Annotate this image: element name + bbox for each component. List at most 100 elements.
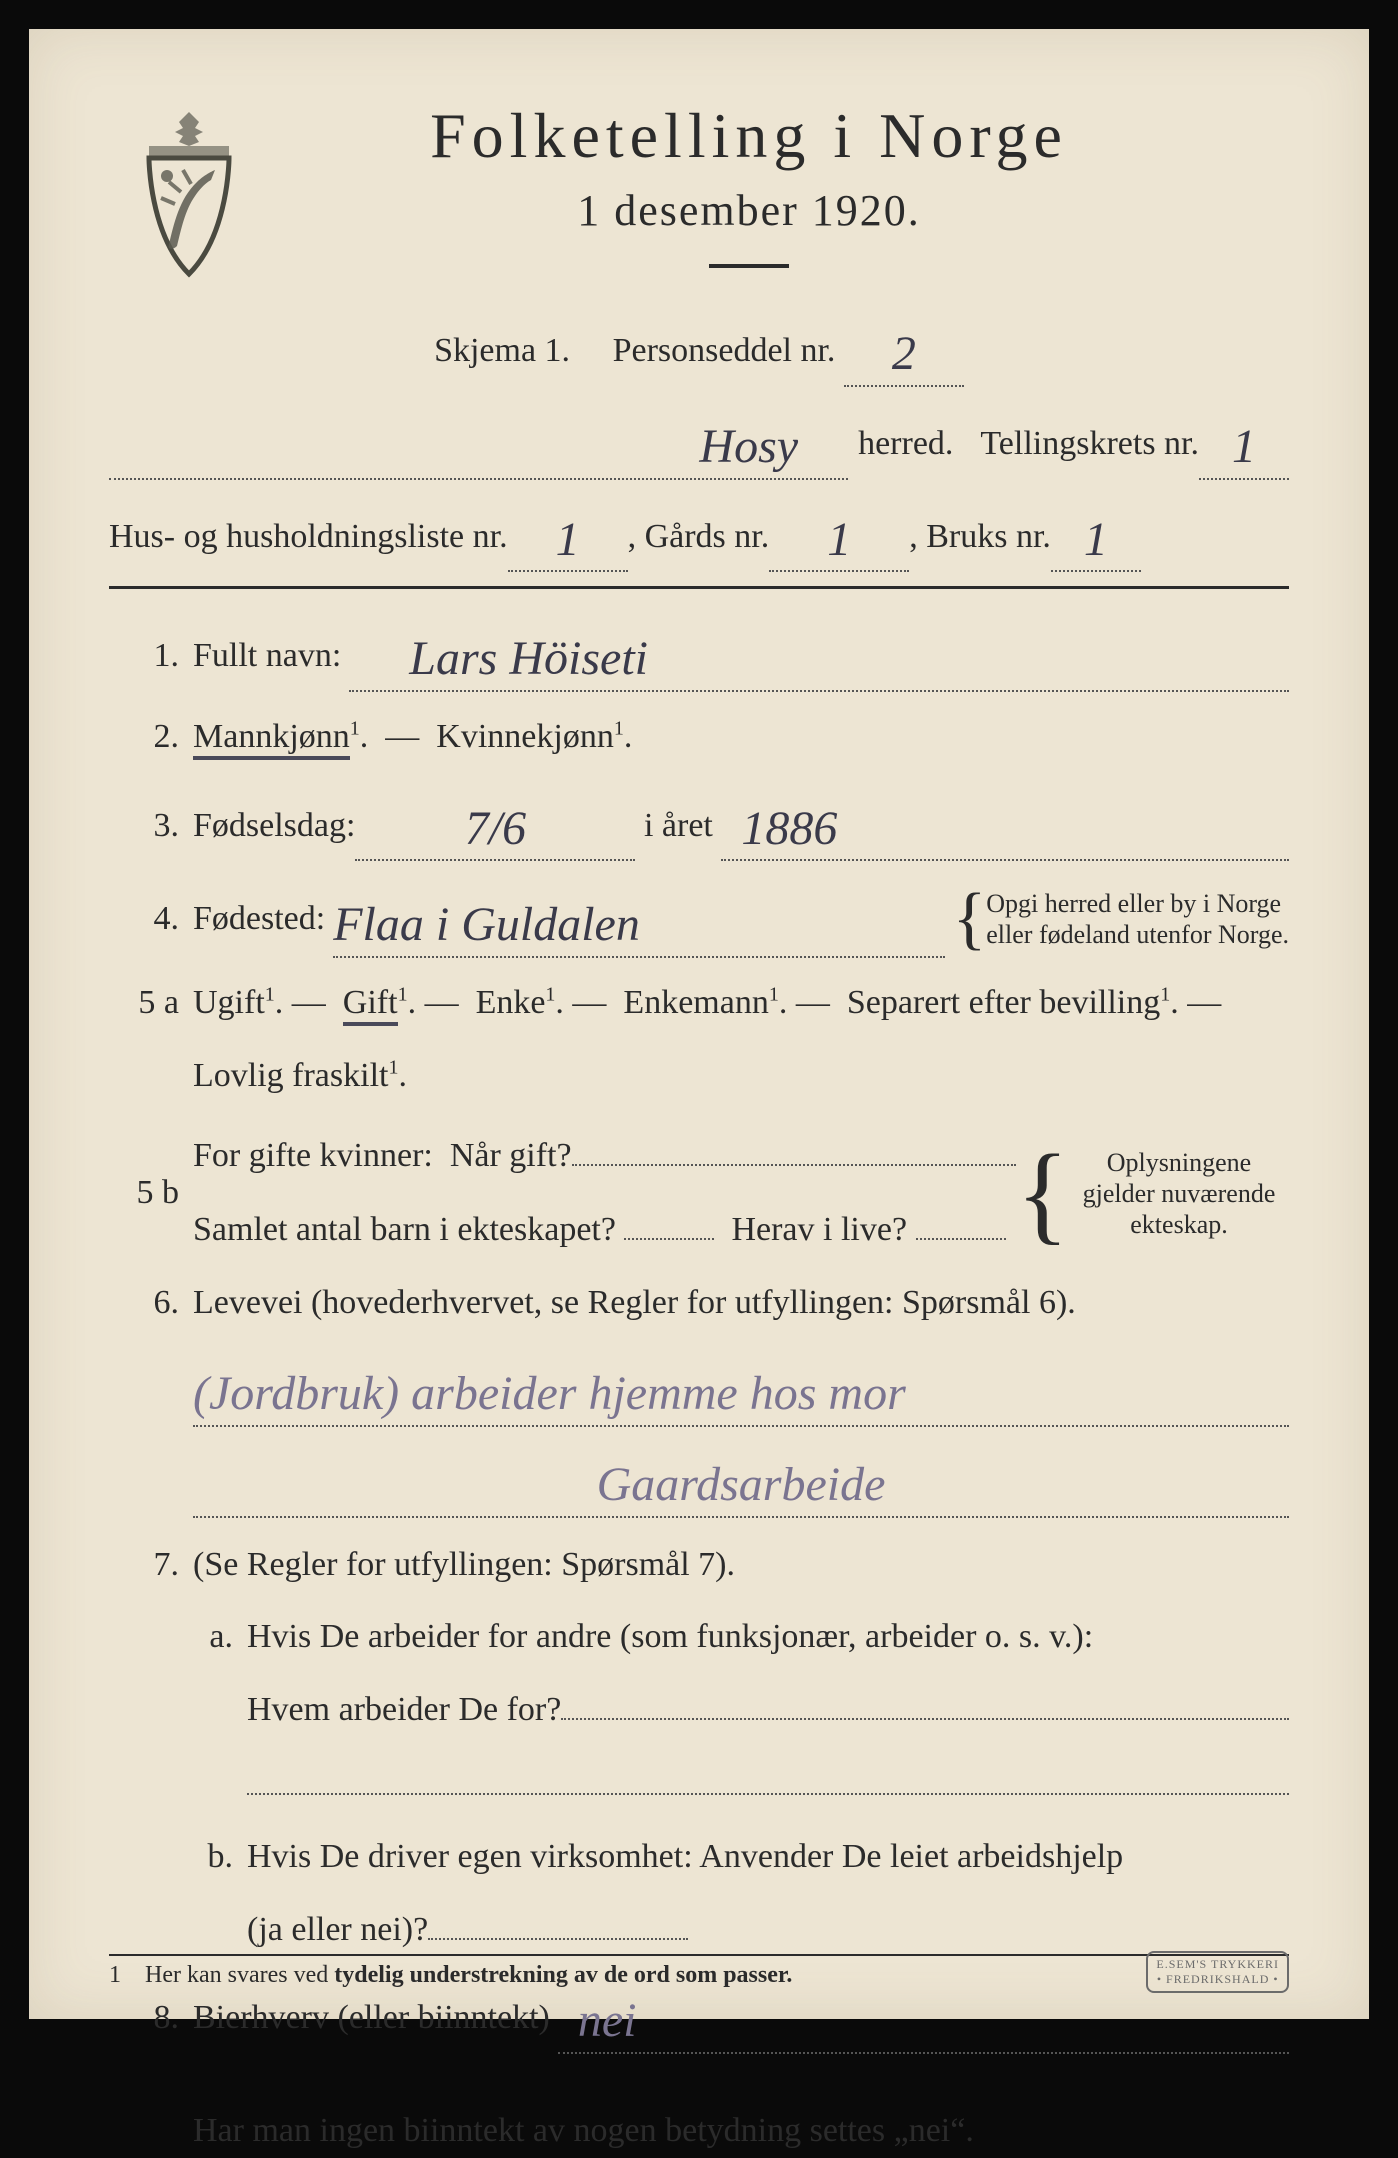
q7b-num: b. bbox=[193, 1830, 233, 1884]
q5b: 5 b For gifte kvinner: Når gift? Samlet … bbox=[109, 1129, 1289, 1258]
brace-icon: { bbox=[953, 898, 987, 940]
q5a-body: Ugift1. — Gift1. — Enke1. — Enkemann1. —… bbox=[193, 976, 1289, 1030]
q3-day: 7/6 bbox=[465, 791, 526, 868]
bruks-nr: 1 bbox=[1084, 502, 1108, 579]
q5b-children: Samlet antal barn i ekteskapet? bbox=[193, 1211, 616, 1248]
q1-field: Lars Höiseti bbox=[349, 613, 1289, 692]
q6-value-line2: Gaardsarbeide bbox=[597, 1447, 886, 1524]
q7a-field bbox=[561, 1718, 1289, 1720]
herred-label: herred. bbox=[858, 417, 953, 471]
q5a-opt-ugift: Ugift bbox=[193, 984, 265, 1021]
q4-body: Fødested: Flaa i Guldalen { Opgi herred … bbox=[193, 879, 1289, 958]
q7a: a. Hvis De arbeider for andre (som funks… bbox=[109, 1610, 1289, 1812]
q2: 2. Mannkjønn1. — Kvinnekjønn1. bbox=[109, 710, 1289, 764]
q7-num: 7. bbox=[109, 1538, 179, 1592]
q7: 7. (Se Regler for utfyllingen: Spørsmål … bbox=[109, 1538, 1289, 1592]
bruks-label: , Bruks nr. bbox=[909, 510, 1051, 564]
q4-note-l1: Opgi herred eller by i Norge bbox=[986, 889, 1281, 918]
q1-num: 1. bbox=[109, 629, 179, 683]
q1-body: Fullt navn: Lars Höiseti bbox=[193, 613, 1289, 692]
q6-label: Levevei (hovederhvervet, se Regler for u… bbox=[193, 1284, 1076, 1321]
coat-of-arms-icon bbox=[119, 104, 259, 284]
q1-label: Fullt navn: bbox=[193, 629, 341, 683]
gards-nr: 1 bbox=[827, 502, 851, 579]
q2-kvinne: Kvinnekjønn bbox=[436, 718, 614, 755]
q6-body: Levevei (hovederhvervet, se Regler for u… bbox=[193, 1276, 1289, 1330]
q3-year: 1886 bbox=[741, 791, 837, 868]
q7b-field bbox=[428, 1938, 688, 1940]
q5a-num: 5 a bbox=[109, 976, 179, 1030]
q5a-line2: Lovlig fraskilt1. bbox=[193, 1049, 1289, 1103]
q5b-when-field bbox=[572, 1164, 1017, 1166]
q7b: b. Hvis De driver egen virksomhet: Anven… bbox=[109, 1830, 1289, 1957]
q6-value-line1: (Jordbruk) arbeider hjemme hos mor bbox=[193, 1356, 906, 1433]
footnote-marker: 1 bbox=[109, 1962, 121, 1988]
personseddel-label: Personseddel nr. bbox=[613, 332, 836, 369]
q7b-body: Hvis De driver egen virksomhet: Anvender… bbox=[247, 1830, 1289, 1957]
q2-num: 2. bbox=[109, 710, 179, 764]
q4-note: Opgi herred eller by i Norge eller fødel… bbox=[986, 888, 1289, 950]
gards-label: , Gårds nr. bbox=[628, 510, 770, 564]
title-block: Folketelling i Norge 1 desember 1920. bbox=[109, 99, 1289, 268]
footer-note-row: Har man ingen biinntekt av nogen betydni… bbox=[109, 2104, 1289, 2158]
header: Folketelling i Norge 1 desember 1920. bbox=[109, 99, 1289, 268]
personseddel-nr-field: 2 bbox=[844, 308, 964, 387]
q7a-line2: Hvem arbeider De for? bbox=[247, 1683, 561, 1737]
husliste-row: Hus- og husholdningsliste nr. 1 , Gårds … bbox=[109, 494, 1289, 573]
q4-label: Fødested: bbox=[193, 892, 325, 946]
q4: 4. Fødested: Flaa i Guldalen { Opgi herr… bbox=[109, 879, 1289, 958]
q7a-field2 bbox=[247, 1761, 1289, 1795]
q8-num: 8. bbox=[109, 1991, 179, 2045]
tellingskrets-field: 1 bbox=[1199, 401, 1289, 480]
coat-of-arms-svg bbox=[119, 104, 259, 284]
title-divider bbox=[709, 264, 789, 268]
q6: 6. Levevei (hovederhvervet, se Regler fo… bbox=[109, 1276, 1289, 1330]
q6-line1-row: (Jordbruk) arbeider hjemme hos mor bbox=[193, 1348, 1289, 1427]
tellingskrets-nr: 1 bbox=[1232, 409, 1256, 486]
q3-day-field: 7/6 bbox=[355, 783, 635, 862]
q6-line1-field: (Jordbruk) arbeider hjemme hos mor bbox=[193, 1348, 1289, 1427]
q7a-num: a. bbox=[193, 1610, 233, 1664]
meta-divider bbox=[109, 586, 1289, 589]
q5b-note-l1: Oplysningene bbox=[1107, 1148, 1251, 1177]
q4-value: Flaa i Guldalen bbox=[333, 887, 640, 964]
footer-note: Har man ingen biinntekt av nogen betydni… bbox=[193, 2112, 974, 2149]
skjema-row: Skjema 1. Personseddel nr. 2 bbox=[109, 308, 1289, 387]
census-form-page: Folketelling i Norge 1 desember 1920. Sk… bbox=[29, 29, 1369, 2019]
main-title: Folketelling i Norge bbox=[209, 99, 1289, 173]
form-body: Skjema 1. Personseddel nr. 2 Hosy herred… bbox=[109, 308, 1289, 2158]
q5b-label: For gifte kvinner: bbox=[193, 1129, 433, 1183]
q1-value: Lars Höiseti bbox=[409, 621, 648, 698]
q5b-children-field bbox=[624, 1238, 714, 1240]
husliste-label: Hus- og husholdningsliste nr. bbox=[109, 510, 508, 564]
q4-note-l2: eller fødeland utenfor Norge. bbox=[986, 920, 1289, 949]
q4-field: Flaa i Guldalen bbox=[333, 879, 944, 958]
herred-field: Hosy bbox=[109, 401, 848, 480]
q8-label: Bierhverv (eller biinntekt) bbox=[193, 1991, 550, 2045]
q5b-alive: Herav i live? bbox=[731, 1211, 907, 1248]
q3-label-day: Fødselsdag: bbox=[193, 799, 355, 853]
q3: 3. Fødselsdag: 7/6 i året 1886 bbox=[109, 783, 1289, 862]
footer: 1 Her kan svares ved tydelig understrekn… bbox=[109, 1944, 1289, 1989]
q5b-note-l3: ekteskap. bbox=[1130, 1210, 1227, 1239]
subtitle: 1 desember 1920. bbox=[209, 185, 1289, 236]
skjema-label: Skjema 1. bbox=[434, 332, 570, 369]
footer-divider bbox=[109, 1954, 1289, 1956]
q2-mann: Mannkjønn bbox=[193, 718, 350, 760]
q7a-line1: Hvis De arbeider for andre (som funksjon… bbox=[247, 1610, 1289, 1664]
q7b-line1: Hvis De driver egen virksomhet: Anvender… bbox=[247, 1830, 1289, 1884]
q5a: 5 a Ugift1. — Gift1. — Enke1. — Enkemann… bbox=[109, 976, 1289, 1030]
q5a-opt-enkemann: Enkemann bbox=[623, 984, 768, 1021]
stamp-l2: • FREDRIKSHALD • bbox=[1156, 1972, 1279, 1987]
q5b-note-l2: gjelder nuværende bbox=[1083, 1179, 1276, 1208]
q5b-body: For gifte kvinner: Når gift? Samlet anta… bbox=[193, 1129, 1289, 1258]
q7-label: (Se Regler for utfyllingen: Spørsmål 7). bbox=[193, 1538, 1289, 1592]
q6-line2-field: Gaardsarbeide bbox=[193, 1439, 1289, 1518]
q5a-opt-gift: Gift bbox=[343, 984, 398, 1026]
herred-value: Hosy bbox=[699, 409, 798, 486]
bruks-field: 1 bbox=[1051, 494, 1141, 573]
q5a-opt-separert: Separert efter bevilling bbox=[847, 984, 1160, 1021]
q5a-lovlig: Lovlig fraskilt bbox=[193, 1057, 388, 1094]
q3-year-field: 1886 bbox=[721, 783, 1289, 862]
personseddel-nr: 2 bbox=[892, 316, 916, 393]
